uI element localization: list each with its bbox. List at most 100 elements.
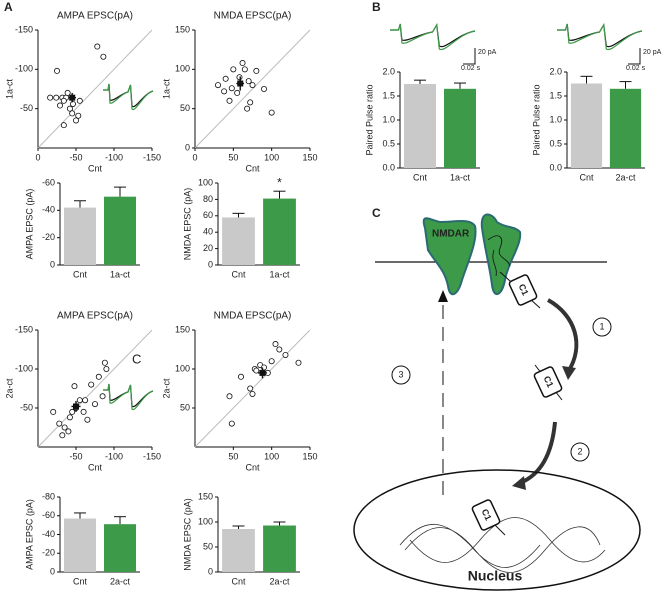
point	[276, 346, 283, 353]
point	[282, 351, 289, 358]
mean-point	[237, 80, 244, 87]
y-axis-label: 1a-ct	[161, 79, 171, 100]
arrowhead	[562, 366, 576, 380]
trace	[557, 23, 643, 51]
y-tick-label: 60	[203, 210, 213, 220]
arrowhead	[438, 290, 448, 302]
y-tick-label: -60	[42, 510, 55, 520]
y-axis-label: 2a-ct	[4, 378, 14, 399]
bar	[222, 217, 255, 265]
point	[103, 365, 110, 372]
point	[260, 86, 267, 93]
point	[221, 88, 228, 95]
point	[101, 359, 108, 366]
x-tick-label: 1a-ct	[110, 269, 131, 279]
mean-point	[73, 403, 79, 410]
c1-box: C1	[533, 366, 563, 398]
nucleus	[353, 469, 641, 591]
point	[268, 109, 275, 116]
y-tick-label: -150	[15, 24, 33, 34]
y-tick-label: 1.0	[382, 114, 395, 124]
point	[66, 414, 73, 421]
y-tick-label: 0.0	[382, 162, 395, 172]
point	[50, 408, 57, 415]
y-tick-label: 2.0	[549, 66, 562, 76]
y-tick-label: 0.5	[382, 138, 395, 148]
c1-rect	[471, 499, 501, 531]
point	[75, 112, 82, 119]
x-tick-label: Cnt	[231, 576, 246, 586]
y-tick-label: -50	[20, 103, 33, 113]
y-tick-label: 1.5	[382, 90, 395, 100]
y-tick-label: 100	[198, 177, 213, 187]
y-axis-label: Paired Pulse ratio	[531, 84, 541, 155]
y-axis-label: AMPA EPSC (pA)	[24, 189, 34, 260]
x-tick-label: 1a-ct	[269, 269, 290, 279]
y-tick-label: -150	[15, 324, 33, 334]
point	[222, 75, 229, 82]
point	[69, 110, 76, 117]
scale-bar	[463, 48, 476, 65]
trace	[103, 83, 154, 111]
point	[249, 82, 256, 89]
point	[230, 66, 237, 73]
point	[239, 60, 246, 67]
x-tick-label: 100	[264, 451, 279, 461]
bar	[104, 524, 136, 572]
y-tick-label: 0.5	[549, 138, 562, 148]
point	[228, 85, 235, 92]
point	[249, 390, 256, 397]
point	[228, 420, 235, 427]
y-axis-label: 1a-ct	[4, 79, 14, 100]
y-tick-label: 50	[180, 402, 190, 412]
arrowhead	[512, 476, 526, 490]
x-tick-label: 50	[228, 152, 238, 162]
y-axis-label: AMPA EPSC (pA)	[24, 499, 34, 570]
point	[237, 373, 244, 380]
bar	[64, 518, 96, 572]
y-tick-label: 100	[175, 363, 190, 373]
point	[247, 385, 254, 392]
x-tick-label: 50	[228, 451, 238, 461]
step-circle	[592, 317, 612, 337]
point	[56, 420, 63, 427]
y-tick-label: 150	[198, 491, 213, 501]
scale-amplitude: 20 pA	[643, 49, 662, 56]
point	[295, 359, 302, 366]
x-tick-label: 1a-ct	[450, 172, 471, 182]
point	[76, 97, 83, 104]
dna	[399, 517, 606, 573]
y-tick-label: 0	[208, 566, 213, 576]
x-axis-label: Cnt	[88, 163, 103, 173]
point	[99, 393, 106, 400]
point	[60, 97, 67, 104]
point	[54, 67, 61, 74]
y-tick-label: 1.5	[549, 90, 562, 100]
scale-time: 0.02 s	[461, 65, 481, 72]
scale-amplitude: 20 pA	[478, 49, 497, 56]
point	[245, 78, 252, 85]
c1-box: C1	[471, 499, 501, 531]
y-tick-label: -60	[42, 177, 55, 187]
y-tick-label: 80	[203, 194, 213, 204]
point	[69, 100, 76, 107]
point	[92, 401, 99, 408]
x-tick-label: Cnt	[579, 172, 594, 182]
y-tick-label: 150	[175, 24, 190, 34]
x-tick-label: 2a-ct	[110, 576, 131, 586]
x-tick-label: 2a-ct	[269, 576, 290, 586]
bar	[444, 88, 476, 168]
point	[272, 341, 279, 348]
step-circle	[570, 442, 590, 462]
x-tick-label: -50	[69, 152, 82, 162]
x-tick-label: 150	[302, 152, 317, 162]
trace	[103, 383, 154, 411]
point	[247, 99, 254, 106]
y-tick-label: 20	[203, 243, 213, 253]
point	[73, 117, 80, 124]
y-axis-label: NMDA EPSC (pA)	[182, 498, 192, 571]
y-tick-label: 0	[50, 566, 55, 576]
annotation: *	[277, 175, 282, 189]
x-tick-label: Cnt	[73, 269, 88, 279]
point	[80, 408, 87, 415]
